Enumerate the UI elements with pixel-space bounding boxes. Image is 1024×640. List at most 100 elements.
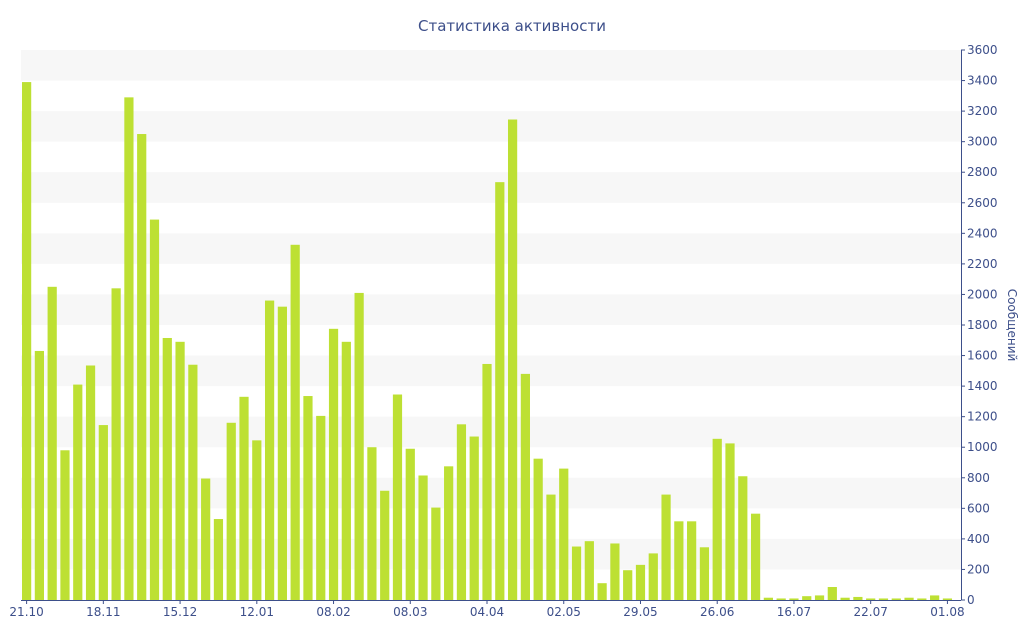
bar	[866, 598, 876, 600]
bar	[891, 598, 901, 600]
bar	[226, 422, 236, 600]
y-tick-label: 1200	[967, 410, 998, 424]
bar	[674, 521, 684, 600]
bar	[213, 519, 224, 600]
y-tick-label: 2800	[967, 165, 998, 179]
y-tick-label: 1600	[967, 349, 998, 363]
x-tick-label: 02.05	[547, 605, 581, 619]
bar	[917, 598, 927, 600]
bar	[277, 306, 287, 600]
x-tick-label: 21.10	[9, 605, 43, 619]
x-tick-label: 16.07	[777, 605, 811, 619]
bar	[623, 570, 633, 600]
grid-band	[21, 172, 961, 203]
bar	[252, 440, 262, 600]
bar	[482, 363, 492, 600]
grid-band	[21, 111, 961, 142]
bar	[34, 350, 44, 600]
y-tick-label: 3000	[967, 135, 998, 149]
bar	[878, 598, 889, 600]
bar	[418, 475, 428, 600]
bar	[763, 597, 773, 600]
grid-bands	[21, 50, 961, 570]
bar	[456, 424, 467, 600]
grid-band	[21, 294, 961, 325]
bar	[559, 468, 569, 600]
x-tick-label: 29.05	[623, 605, 657, 619]
bar	[98, 425, 108, 600]
y-tick-label: 600	[967, 501, 990, 515]
bar	[546, 494, 556, 600]
x-tick-label: 22.07	[854, 605, 888, 619]
bar	[431, 507, 441, 600]
bar	[699, 547, 710, 600]
bar	[469, 436, 479, 600]
x-tick-label: 26.06	[700, 605, 734, 619]
bar	[507, 119, 518, 600]
y-tick-label: 1400	[967, 379, 998, 393]
x-tick-label: 08.03	[393, 605, 427, 619]
bar	[341, 341, 351, 600]
x-tick-label: 18.11	[86, 605, 120, 619]
y-tick-label: 800	[967, 471, 990, 485]
bar	[687, 521, 697, 600]
bar	[840, 597, 850, 600]
bar	[85, 365, 96, 600]
y-tick-label: 1000	[967, 440, 998, 454]
bar	[750, 513, 761, 600]
y-tick-label: 2000	[967, 287, 998, 301]
y-tick-label: 1800	[967, 318, 998, 332]
y-tick-label: 2400	[967, 226, 998, 240]
bar	[495, 182, 505, 600]
bar	[712, 438, 722, 600]
bar	[22, 82, 32, 600]
bar	[175, 341, 185, 600]
bar	[303, 396, 313, 600]
x-tick-label: 04.04	[470, 605, 504, 619]
bar	[188, 364, 198, 600]
bar	[392, 394, 403, 600]
bar	[124, 97, 134, 601]
y-axis-label: Сообщений	[1005, 289, 1019, 362]
y-tick-label: 2600	[967, 196, 998, 210]
y-tick-label: 400	[967, 532, 990, 546]
bar	[520, 373, 530, 600]
x-tick-label: 15.12	[163, 605, 197, 619]
y-tick-label: 2200	[967, 257, 998, 271]
bar	[610, 543, 620, 600]
y-tick-label: 3400	[967, 74, 998, 88]
x-tick-label: 08.02	[316, 605, 350, 619]
bar	[444, 466, 454, 600]
bar	[354, 292, 364, 600]
bar	[73, 384, 83, 600]
bar	[137, 134, 147, 600]
y-tick-label: 0	[967, 593, 975, 607]
chart-title: Статистика активности	[418, 17, 606, 35]
bar	[776, 598, 786, 600]
bar	[149, 219, 160, 600]
bar	[571, 546, 582, 600]
bar	[264, 300, 275, 600]
bar	[316, 415, 326, 600]
axes-group: 0 200 400 600 800 1000 1200 1400 1600 1800 2000 220…	[9, 43, 997, 619]
bar	[239, 396, 249, 600]
x-tick-label: 12.01	[240, 605, 274, 619]
bar	[162, 337, 172, 600]
bar	[738, 476, 748, 600]
x-tick-label: 01.08	[930, 605, 964, 619]
bar	[802, 596, 812, 600]
grid-band	[21, 50, 961, 81]
bar	[584, 541, 594, 600]
bars-group	[22, 82, 953, 601]
bar	[853, 596, 863, 600]
bar	[60, 450, 70, 600]
bar	[725, 443, 735, 600]
bar	[47, 286, 57, 600]
bar	[367, 447, 377, 600]
bar	[597, 583, 607, 600]
bar	[328, 328, 339, 600]
bar	[635, 564, 646, 600]
bar	[648, 553, 658, 600]
